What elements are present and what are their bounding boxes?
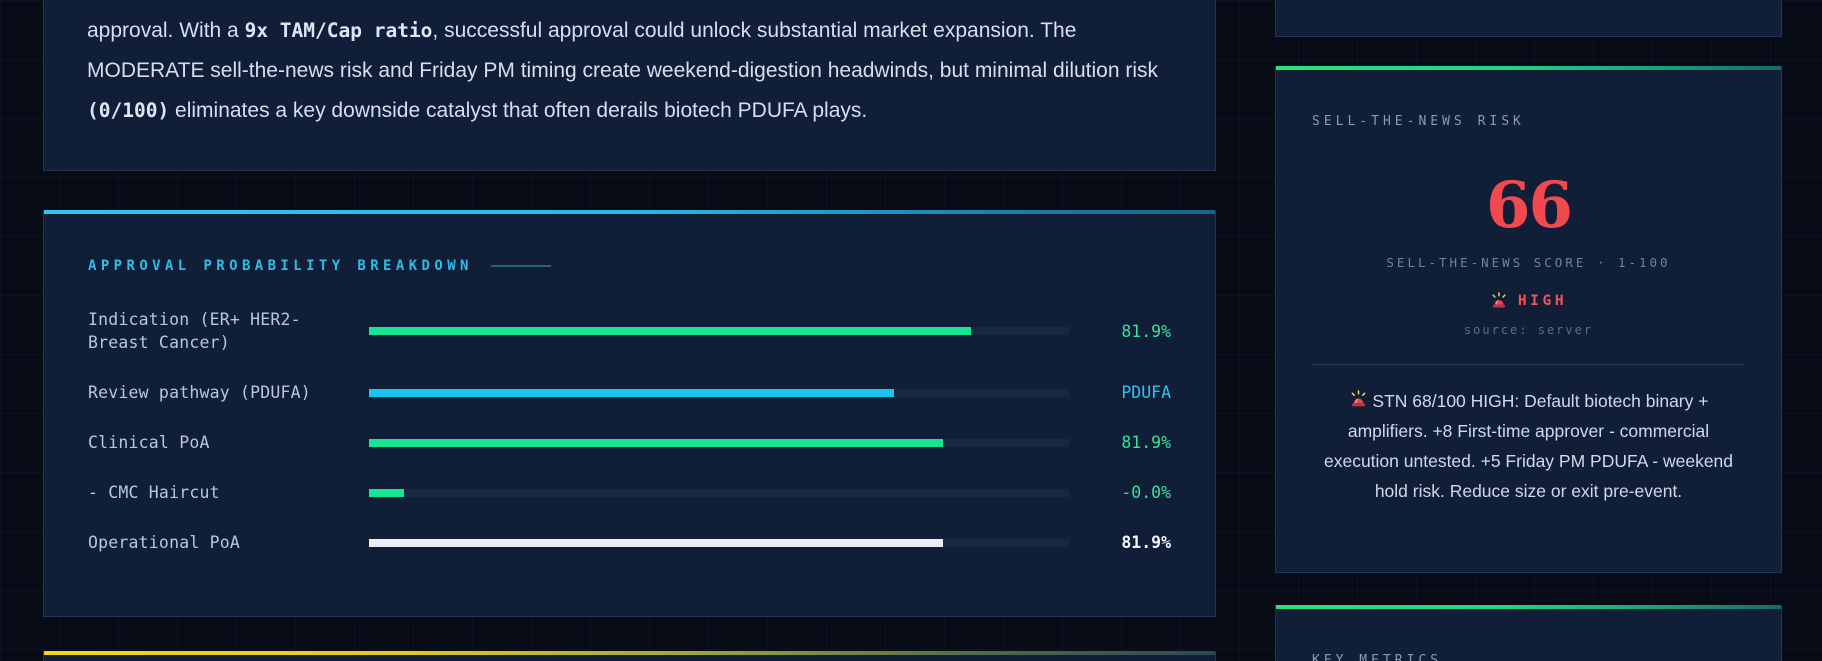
breakdown-row: Review pathway (PDUFA) PDUFA	[88, 381, 1171, 404]
row-value: 81.9%	[1121, 321, 1171, 341]
key-metrics-header: KEY METRICS	[1312, 653, 1443, 661]
approval-title-row: APPROVAL PROBABILITY BREAKDOWN	[88, 258, 1171, 274]
row-label: Indication (ER+ HER2- Breast Cancer)	[88, 310, 301, 352]
approval-card: APPROVAL PROBABILITY BREAKDOWN Indicatio…	[43, 210, 1216, 617]
row-value: PDUFA	[1121, 383, 1171, 402]
row-bar-fill	[369, 388, 894, 397]
upper-right-card	[1275, 0, 1782, 37]
row-bar-fill	[369, 538, 943, 547]
summary-mono-segment: 9x TAM/Cap ratio	[244, 19, 433, 42]
siren-icon	[1351, 390, 1365, 407]
row-value: 81.9%	[1121, 533, 1171, 552]
card-accent-line	[1276, 605, 1781, 609]
title-dash	[490, 265, 551, 267]
summary-segment: approval. With a	[87, 19, 245, 42]
row-label: - CMC Haircut	[88, 483, 220, 502]
breakdown-row: Indication (ER+ HER2- Breast Cancer) 81.…	[88, 308, 1171, 354]
stn-note: STN 68/100 HIGH: Default biotech binary …	[1312, 386, 1745, 506]
siren-icon	[1492, 292, 1506, 308]
approval-title: APPROVAL PROBABILITY BREAKDOWN	[88, 258, 473, 274]
summary-card: approval. With a 9x TAM/Cap ratio, succe…	[43, 0, 1216, 171]
breakdown-row: Operational PoA 81.9%	[88, 531, 1171, 554]
row-value: 81.9%	[1121, 433, 1171, 452]
card-accent-line	[44, 210, 1215, 214]
stn-level-label: HIGH	[1517, 293, 1568, 309]
breakdown-row: Clinical PoA 81.9%	[88, 431, 1171, 454]
stn-divider	[1312, 364, 1745, 365]
card-accent-line	[1276, 66, 1781, 70]
row-label: Clinical PoA	[88, 433, 210, 452]
stn-header: SELL-THE-NEWS RISK	[1312, 114, 1525, 129]
row-value: -0.0%	[1121, 483, 1171, 502]
stn-score-caption: SELL-THE-NEWS SCORE · 1-100	[1386, 255, 1671, 270]
row-bar-fill	[369, 327, 971, 335]
breakdown-row: - CMC Haircut -0.0%	[88, 481, 1171, 504]
row-label: Operational PoA	[88, 533, 241, 552]
stn-level-badge: HIGH	[1312, 292, 1745, 310]
row-bar-track	[369, 388, 1069, 397]
row-bar-fill	[369, 438, 943, 447]
row-label: Review pathway (PDUFA)	[88, 383, 311, 402]
card-accent-line	[44, 651, 1215, 655]
row-bar-track	[369, 327, 1069, 335]
stn-score: 66	[1485, 168, 1573, 243]
summary-segment: eliminates a key downside catalyst that …	[169, 99, 868, 122]
breakdown-rows: Indication (ER+ HER2- Breast Cancer) 81.…	[88, 308, 1171, 554]
summary-mono-segment: (0/100)	[87, 99, 170, 122]
stn-source: source: server	[1463, 323, 1594, 337]
key-metrics-card: KEY METRICS	[1275, 605, 1782, 661]
summary-text: approval. With a 9x TAM/Cap ratio, succe…	[44, 0, 1215, 131]
row-bar-fill	[369, 488, 404, 497]
bottom-left-card	[43, 651, 1216, 661]
row-bar-track	[369, 438, 1069, 447]
row-bar-track	[369, 488, 1069, 497]
stn-risk-card: SELL-THE-NEWS RISK 66 SELL-THE-NEWS SCOR…	[1275, 66, 1782, 573]
summary-segment: , successful approval could unlock subst…	[87, 19, 1159, 82]
stn-note-text: STN 68/100 HIGH: Default biotech binary …	[1323, 391, 1734, 501]
row-bar-track	[369, 538, 1069, 547]
